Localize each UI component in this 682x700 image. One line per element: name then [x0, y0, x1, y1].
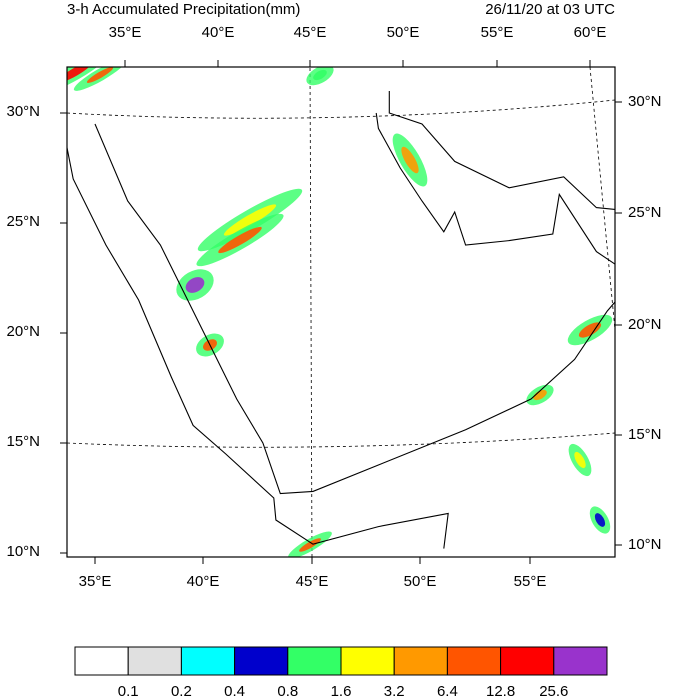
right-tick-label: 10°N [628, 536, 662, 553]
precip-core [185, 277, 205, 293]
left-tick-label: 25°N [6, 213, 40, 230]
colorbar-label: 12.8 [486, 683, 515, 700]
bottom-tick-label: 35°E [79, 573, 112, 590]
map-area [67, 67, 615, 557]
colorbar-box [180, 646, 236, 676]
colorbar-box [127, 646, 182, 676]
precip-core [218, 226, 262, 254]
graticule [309, 67, 313, 557]
left-tick-label: 30°N [6, 103, 40, 120]
top-tick-label: 55°E [481, 24, 514, 41]
precip-core [533, 389, 547, 401]
map-frame [66, 66, 616, 558]
top-tick-label: 40°E [202, 24, 235, 41]
time-label: 26/11/20 at 03 UTC [485, 1, 615, 18]
precip-core [299, 538, 321, 552]
colorbar-box [500, 646, 555, 676]
graticule [589, 67, 615, 331]
colorbar-box [234, 646, 289, 676]
colorbar-label: 1.6 [331, 683, 352, 700]
colorbar-box [446, 646, 502, 676]
top-tick-label: 35°E [109, 24, 142, 41]
coastline [388, 91, 615, 211]
colorbar-label: 6.4 [437, 683, 458, 700]
coastline [94, 112, 615, 495]
right-tick-label: 30°N [628, 93, 662, 110]
colorbar-box [287, 646, 342, 676]
top-tick-label: 60°E [574, 24, 607, 41]
left-tick-label: 15°N [6, 433, 40, 450]
precip-core [401, 146, 419, 174]
top-tick-label: 45°E [294, 24, 327, 41]
bottom-tick-label: 40°E [187, 573, 220, 590]
precip-core [578, 322, 602, 338]
colorbar-label: 3.2 [384, 683, 405, 700]
colorbar-label: 0.8 [277, 683, 298, 700]
title: 3-h Accumulated Precipitation(mm) [67, 1, 300, 18]
colorbar-label: 25.6 [539, 683, 568, 700]
right-tick-label: 20°N [628, 316, 662, 333]
coastline [67, 144, 449, 549]
left-tick-label: 10°N [6, 543, 40, 560]
colorbar-box [74, 646, 129, 676]
colorbar-label: 0.2 [171, 683, 192, 700]
left-tick-label: 20°N [6, 323, 40, 340]
colorbar-box [393, 646, 448, 676]
precip-core [574, 451, 586, 469]
precip-core [223, 204, 277, 236]
graticule [67, 99, 615, 119]
precip-core [313, 69, 327, 81]
precip-core [86, 67, 114, 83]
colorbar-label: 0.4 [224, 683, 245, 700]
colorbar-box [340, 646, 395, 676]
top-tick-label: 50°E [387, 24, 420, 41]
bottom-tick-label: 55°E [514, 573, 547, 590]
colorbar-label: 0.1 [118, 683, 139, 700]
precip-core [594, 513, 606, 527]
colorbar: 0.1 0.2 0.4 0.8 1.6 3.2 6.4 12.8 25.6 [74, 646, 608, 700]
graticule [67, 432, 615, 448]
bottom-tick-label: 50°E [404, 573, 437, 590]
colorbar-box [553, 646, 608, 676]
right-tick-label: 15°N [628, 426, 662, 443]
precip-core [67, 67, 93, 83]
right-tick-label: 25°N [628, 204, 662, 221]
bottom-tick-label: 45°E [296, 573, 329, 590]
ticks: 35°E 40°E 45°E 50°E 55°E 60°E 35°E 40°E 45°E 50°E… [6, 24, 661, 590]
